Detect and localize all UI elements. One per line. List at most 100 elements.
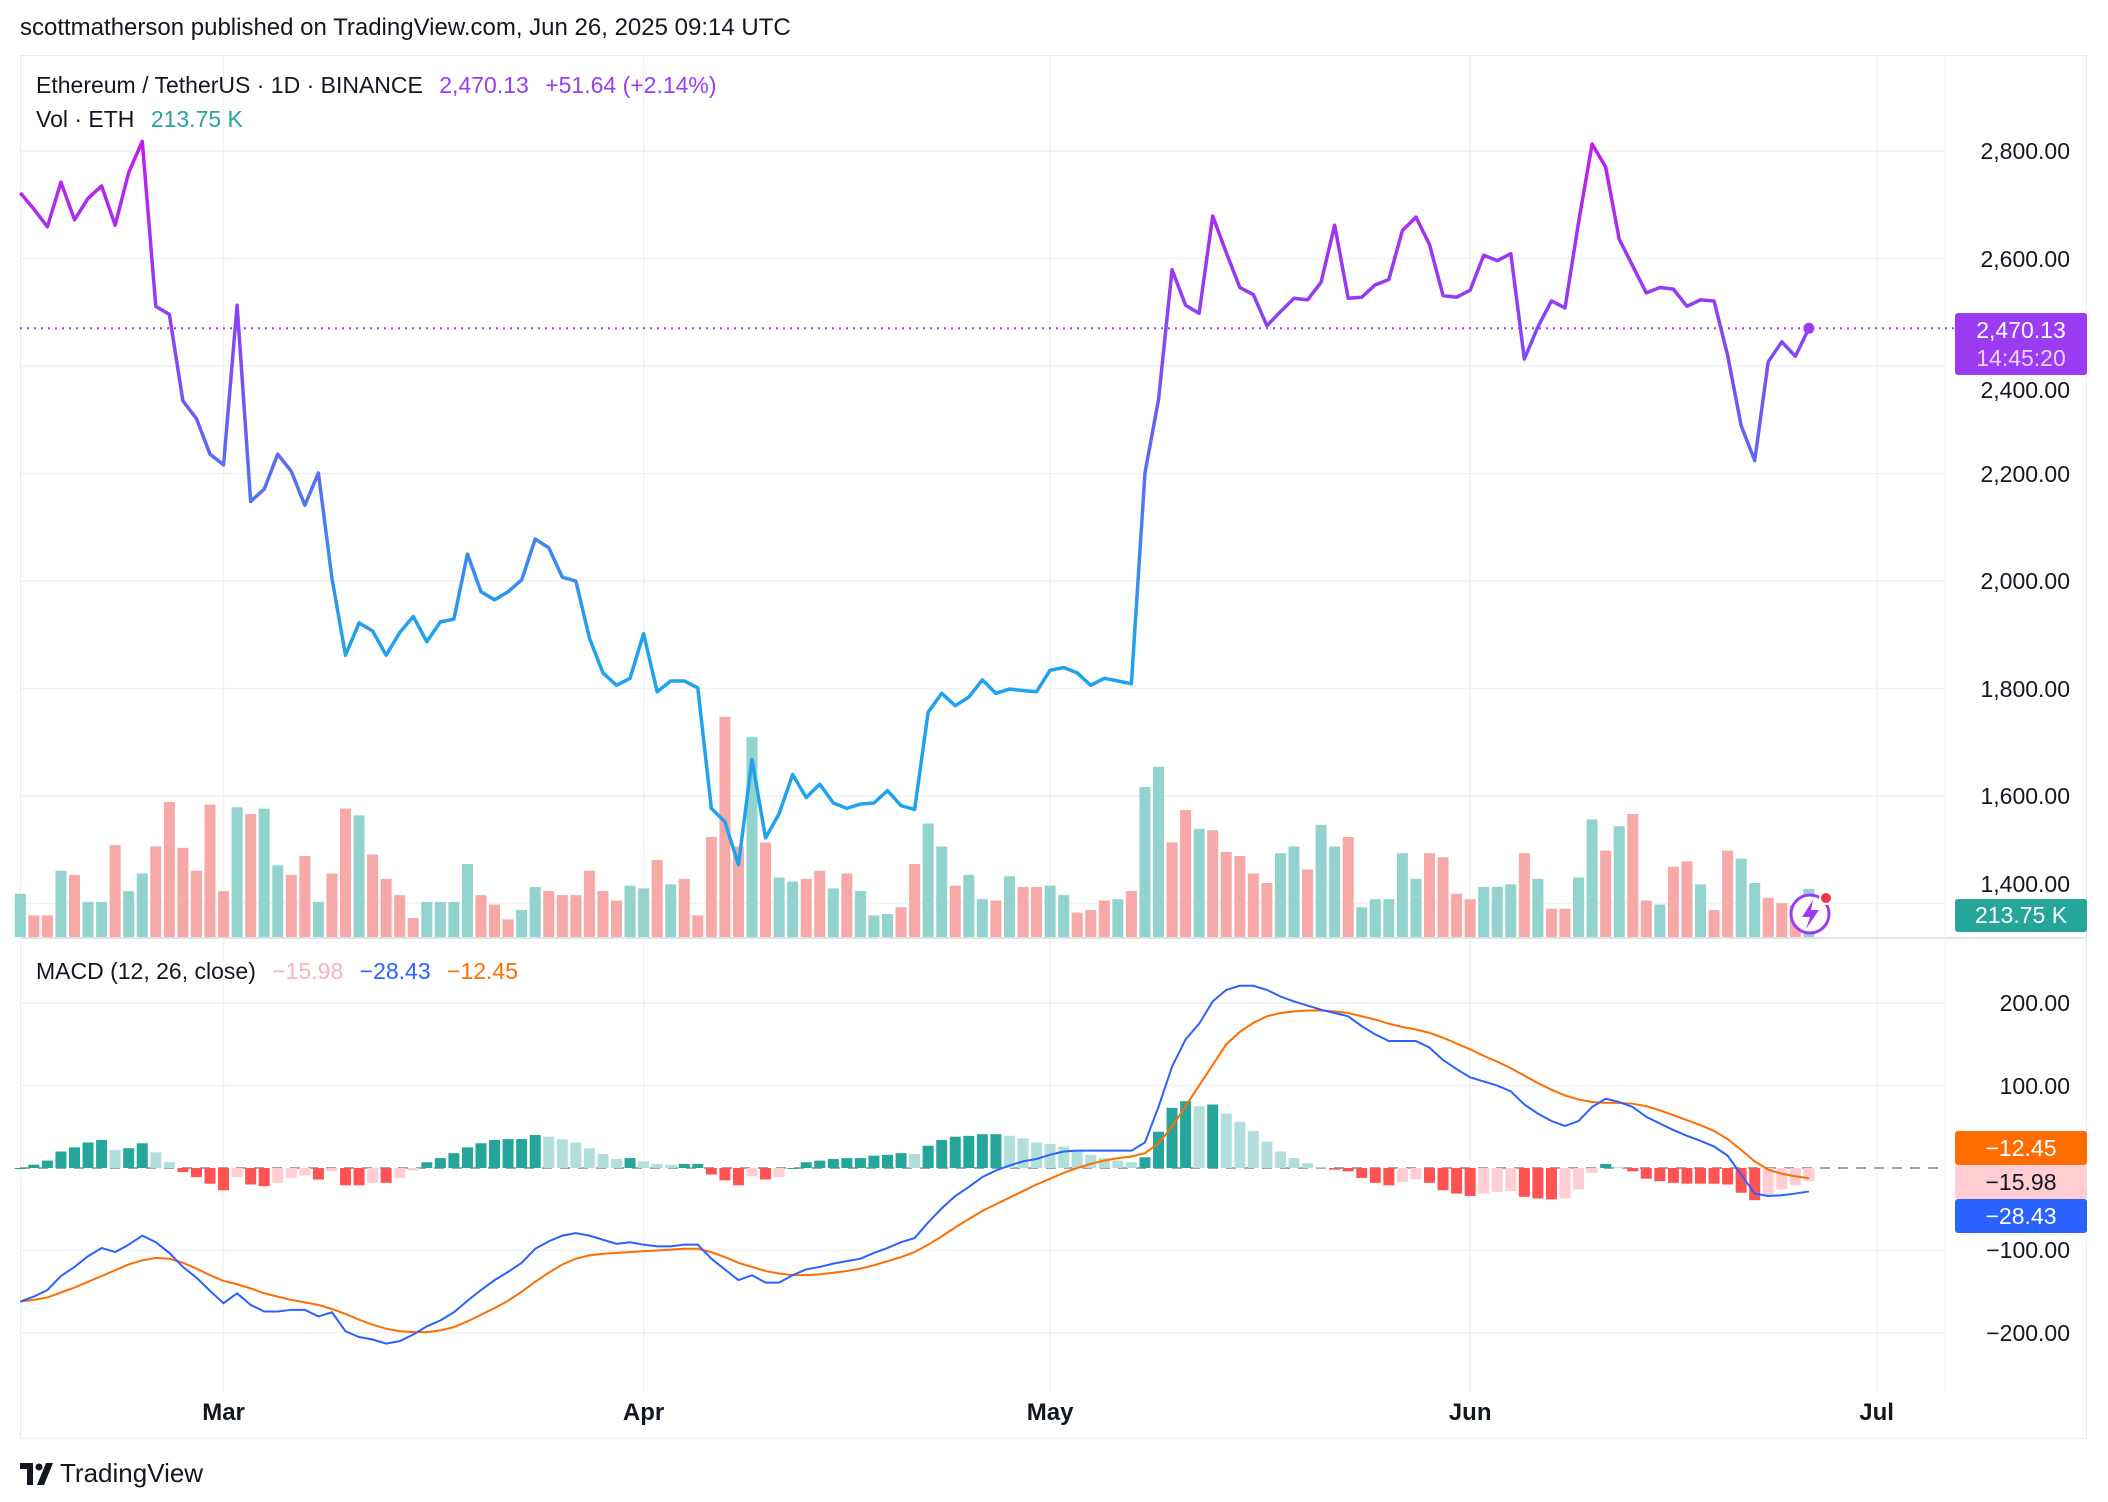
volume-bar [990, 900, 1002, 937]
macd-histogram-bar [1424, 1168, 1435, 1183]
volume-bar [407, 918, 419, 937]
volume-bar [1315, 824, 1327, 937]
macd-histogram-bar [760, 1168, 772, 1180]
macd-histogram-bar [665, 1164, 677, 1168]
volume-bar [1451, 893, 1463, 937]
volume-bar [272, 865, 284, 937]
volume-bar [1139, 787, 1151, 937]
time-axis-tick: Apr [622, 1399, 665, 1426]
macd-histogram-bar [1654, 1168, 1666, 1182]
macd-label: MACD (12, 26, close) [36, 958, 256, 984]
macd-histogram-bar [570, 1142, 582, 1168]
macd-histogram-bar [719, 1168, 731, 1181]
volume-bar [1749, 882, 1761, 937]
macd-histogram-bar [190, 1168, 202, 1178]
macd-histogram-bar [1315, 1167, 1327, 1169]
macd-histogram-bar [1166, 1107, 1178, 1168]
volume-bar [1776, 903, 1788, 937]
macd-histogram-bar [976, 1134, 988, 1168]
macd-histogram-bar [692, 1163, 704, 1168]
signal-line [20, 1009, 1810, 1334]
volume-bar [814, 870, 826, 937]
macd-axis-tick: 200.00 [1999, 990, 2070, 1017]
macd-histogram-bar [1667, 1168, 1679, 1183]
macd-histogram-bar [516, 1139, 528, 1168]
symbol-legend[interactable]: Ethereum / TetherUS · 1D · BINANCE 2,470… [36, 72, 727, 99]
macd-histogram-bar [1464, 1168, 1476, 1197]
macd-histogram-bar [1180, 1101, 1192, 1168]
macd-histogram-bar [1274, 1151, 1286, 1168]
macd-histogram-bar [1762, 1168, 1774, 1195]
macd-histogram-bar [1478, 1168, 1490, 1194]
volume-bar [489, 904, 501, 937]
volume-bar [1003, 876, 1015, 937]
volume-legend[interactable]: Vol · ETH 213.75 K [36, 106, 253, 133]
macd-histogram-bar [312, 1168, 324, 1180]
macd-histogram-bar [1302, 1163, 1314, 1168]
macd-histogram-bar [1573, 1168, 1585, 1190]
macd-histogram-bar [163, 1162, 175, 1168]
volume-bar [1532, 878, 1544, 937]
volume-bar [909, 864, 921, 937]
volume-bar [1112, 899, 1124, 937]
macd-hist-value: −15.98 [272, 958, 344, 984]
volume-bar [204, 804, 216, 937]
macd-histogram-bar [583, 1148, 595, 1168]
volume-bar [14, 893, 26, 937]
macd-histogram-bar [732, 1168, 744, 1186]
volume-label: Vol · ETH [36, 106, 135, 132]
volume-bar [28, 915, 40, 937]
macd-histogram-bar [1139, 1157, 1151, 1168]
macd-histogram-bar [136, 1143, 148, 1168]
volume-bar [367, 854, 379, 937]
macd-histogram-bar [800, 1162, 812, 1168]
volume-bar [773, 877, 785, 937]
volume-bar [624, 885, 636, 937]
time-axis-tick: Mar [202, 1399, 245, 1426]
macd-histogram-bar [28, 1164, 40, 1168]
volume-bar [1681, 861, 1693, 937]
volume-bar [1545, 908, 1557, 937]
volume-bar [1735, 858, 1747, 937]
macd-histogram-bar [787, 1168, 799, 1169]
macd-histogram-bar [1600, 1163, 1612, 1168]
volume-bar [1302, 869, 1314, 937]
volume-bar [922, 823, 934, 937]
histogram-tag: −15.98 [1955, 1165, 2087, 1199]
macd-histogram-bar [285, 1168, 297, 1178]
macd-histogram-bar [1776, 1168, 1788, 1190]
volume-bar [150, 846, 162, 937]
macd-histogram-bar [1491, 1168, 1503, 1192]
volume-bar [651, 859, 663, 937]
macd-legend[interactable]: MACD (12, 26, close) −15.98 −28.43 −12.4… [36, 958, 528, 985]
volume-bar [1017, 887, 1029, 937]
volume-bar [854, 891, 866, 937]
price-axis-tick: 1,400.00 [1980, 871, 2070, 897]
macd-histogram-bar [773, 1168, 785, 1178]
macd-histogram-bar [150, 1152, 162, 1168]
volume-bar [963, 874, 975, 937]
macd-histogram-bar [1396, 1168, 1408, 1183]
macd-histogram-bar [529, 1135, 541, 1168]
volume-bar [1261, 882, 1273, 937]
macd-pane [14, 984, 1945, 1345]
macd-histogram-bar [1437, 1168, 1449, 1191]
macd-histogram-bar [448, 1153, 460, 1168]
volume-bar [583, 870, 595, 937]
volume-bar [1098, 900, 1110, 937]
macd-histogram-bar [868, 1155, 880, 1168]
volume-value: 213.75 K [150, 106, 243, 132]
macd-histogram-bar [556, 1139, 568, 1168]
volume-bar [1627, 814, 1639, 937]
tradingview-logo[interactable]: TradingView [20, 1458, 203, 1489]
volume-bar [312, 901, 324, 937]
macd-histogram-bar [963, 1135, 975, 1168]
time-axis-tick: May [1026, 1399, 1074, 1426]
lightning-bolt-icon [1802, 900, 1819, 929]
price-axis-tick: 1,600.00 [1980, 783, 2070, 809]
volume-bar [109, 845, 121, 937]
macd-histogram-bar [624, 1158, 636, 1168]
volume-bar [1207, 830, 1219, 937]
macd-histogram-bar [705, 1168, 717, 1175]
